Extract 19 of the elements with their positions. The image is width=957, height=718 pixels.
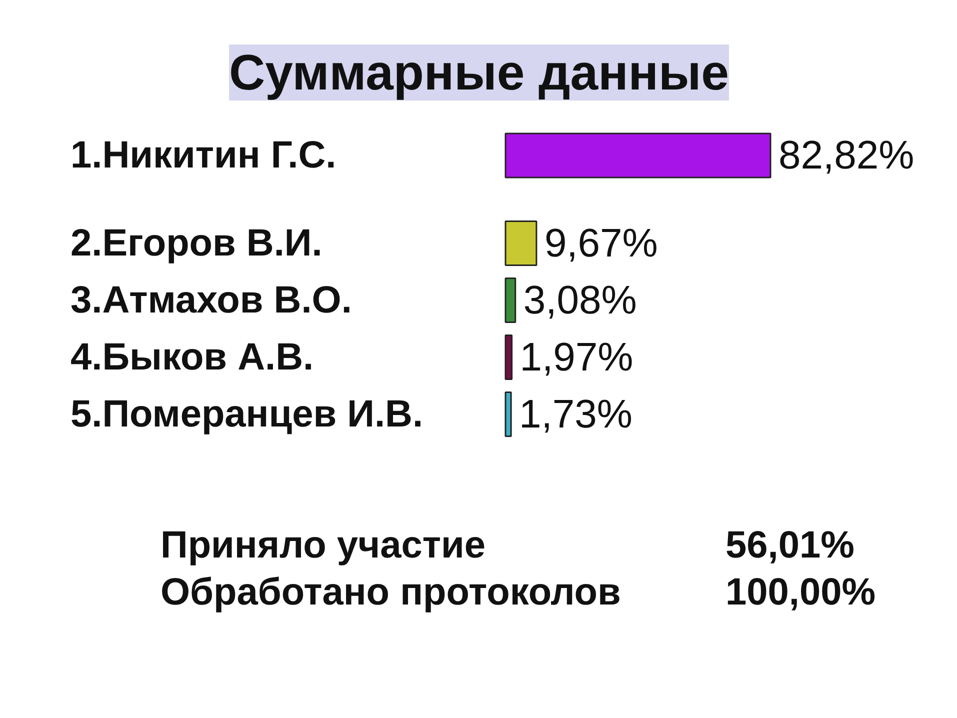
y-tick-label: 3.Атмахов В.О. [70, 279, 352, 322]
y-tick-label: 2.Егоров В.И. [70, 222, 322, 264]
data-label: 3,08% [523, 278, 637, 322]
text: 56,01% [726, 524, 854, 566]
text: 100,00% [726, 572, 876, 614]
bar [504, 220, 538, 266]
text: Приняло участие [160, 524, 486, 566]
y-tick-label: 4.Быков А.В. [70, 336, 314, 378]
bar [504, 278, 516, 324]
data-label: 1,73% [519, 392, 632, 436]
data-label: 1,97% [520, 335, 634, 380]
bar [504, 334, 513, 380]
text: Обработано протоколов [160, 572, 621, 614]
bar [504, 392, 512, 438]
data-label: 9,67% [544, 221, 658, 266]
y-tick-label: 1.Никитин Г.С. [70, 134, 336, 176]
y-tick-label: 5.Померанцев И.В. [70, 393, 424, 436]
chart-title: Суммарные данные [229, 44, 729, 100]
data-label: 82,82% [778, 134, 914, 178]
